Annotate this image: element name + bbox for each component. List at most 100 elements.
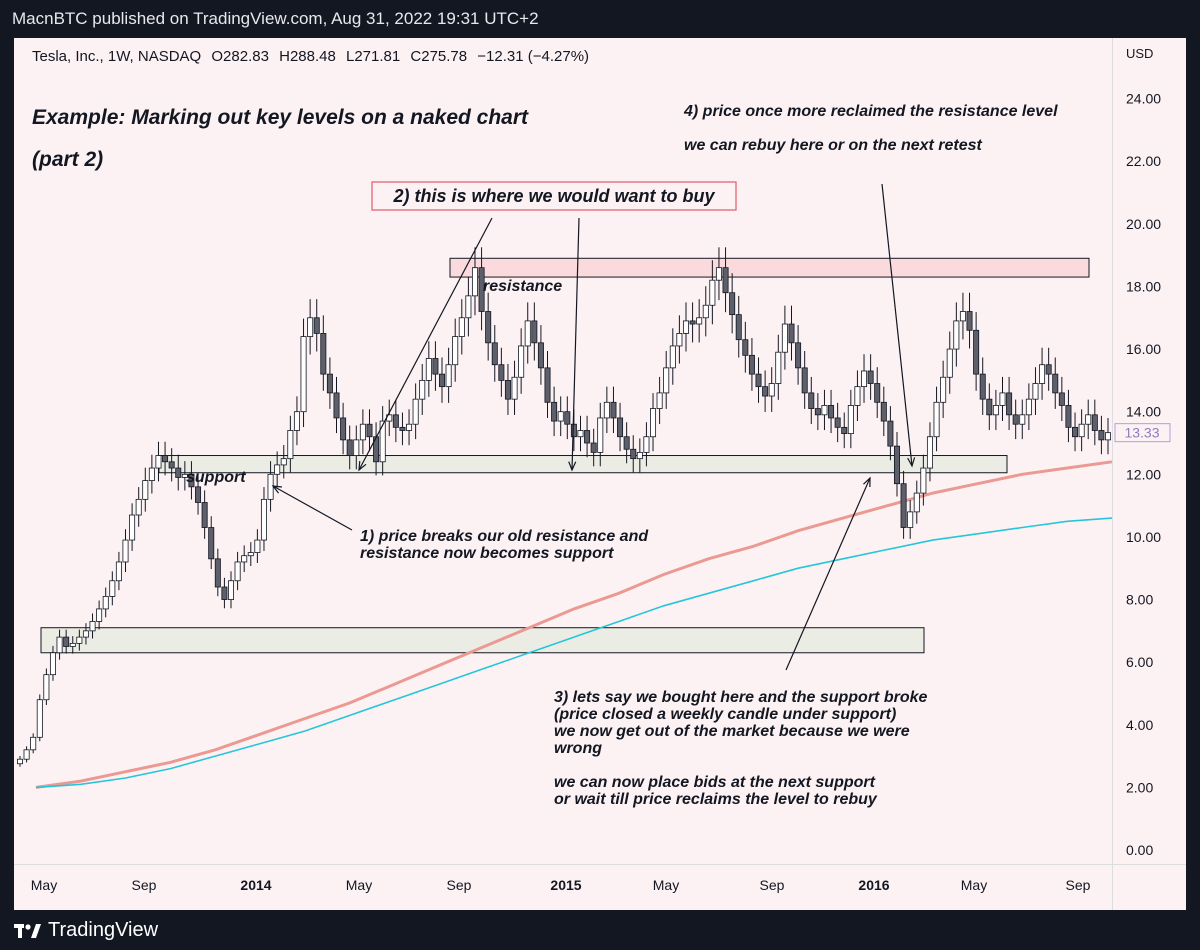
chart-panel[interactable]: Example: Marking out key levels on a nak… [14, 38, 1186, 910]
candle [564, 396, 571, 440]
candle-body [287, 430, 294, 460]
candle [973, 312, 980, 391]
change-value: −12.31 (−4.27%) [477, 48, 590, 65]
candle-body [313, 317, 320, 334]
candle-body [63, 636, 70, 647]
candle [43, 668, 50, 705]
candle [986, 383, 993, 431]
candle-body [867, 370, 874, 384]
candle [23, 746, 30, 763]
candle [1091, 399, 1098, 446]
candle-body [379, 420, 386, 463]
candle-body [280, 458, 287, 466]
candle-body [828, 405, 835, 419]
candle-body [946, 348, 953, 378]
candle-body [478, 267, 485, 312]
x-tick-label: May [31, 877, 57, 893]
candle [834, 402, 841, 443]
candle [175, 454, 182, 491]
candle [135, 487, 142, 527]
candle [17, 756, 23, 767]
candle [274, 451, 281, 488]
candle-body [254, 539, 261, 553]
candle [445, 347, 452, 403]
candle [874, 367, 881, 418]
tradingview-logo[interactable]: TradingView [14, 919, 158, 942]
candle-body [340, 417, 347, 441]
candle-body [841, 426, 848, 435]
candle-body [36, 699, 43, 738]
candle [1032, 367, 1039, 415]
candle [129, 503, 136, 551]
candle [1098, 415, 1105, 455]
price-chart[interactable]: Example: Marking out key levels on a nak… [14, 38, 1186, 910]
candle-body [623, 436, 630, 450]
candle-body [300, 336, 307, 413]
support-label: support [186, 469, 246, 486]
candle-body [656, 392, 663, 409]
y-tick-label: 18.00 [1126, 278, 1161, 294]
candle-body [630, 448, 637, 460]
candle [1012, 399, 1019, 440]
candle [742, 321, 749, 373]
candle-body [56, 636, 63, 654]
candle-body [874, 383, 881, 403]
step1-label-2: resistance now becomes support [360, 545, 614, 562]
candle [148, 454, 155, 494]
candle [940, 360, 947, 418]
candle-body [913, 492, 920, 513]
candle [781, 305, 788, 370]
candle-body [228, 580, 235, 600]
candle [1025, 383, 1032, 431]
candle-body [893, 445, 900, 485]
candle-body [89, 621, 96, 632]
candle [353, 425, 360, 470]
candle [669, 328, 676, 385]
candle-body [702, 304, 709, 319]
candle-body [755, 373, 762, 388]
candle [1052, 357, 1059, 409]
candle-body [221, 586, 228, 600]
candle-body [181, 473, 188, 478]
candle-body [551, 401, 558, 422]
candle-body [953, 320, 960, 350]
candle-body [208, 527, 215, 560]
step3-label: wrong [554, 740, 602, 757]
candle [722, 247, 729, 313]
candle [537, 325, 544, 385]
candle [775, 334, 782, 400]
candle-body [155, 455, 162, 469]
candle [992, 389, 999, 431]
candle [201, 490, 208, 539]
candle [715, 247, 722, 301]
candle [735, 295, 742, 358]
candle-body [524, 320, 531, 347]
candle [577, 415, 584, 452]
candle-body [650, 408, 657, 438]
arrow-head [358, 460, 367, 472]
candle-body [148, 467, 155, 481]
candle-body [696, 317, 703, 325]
candle [617, 402, 624, 452]
candle-body [887, 420, 894, 447]
candle-body [432, 358, 439, 375]
candle [953, 302, 960, 367]
candle-body [412, 398, 419, 425]
candle-body [1105, 432, 1112, 441]
candle [900, 470, 907, 539]
candle-body [768, 383, 775, 397]
candle [551, 386, 558, 437]
candle-body [142, 480, 149, 500]
x-tick-label: Sep [1066, 877, 1091, 893]
candle-body [762, 386, 769, 397]
candle-body [907, 511, 914, 528]
candle [76, 629, 83, 651]
candle-body [274, 464, 281, 475]
arrow-head [271, 485, 283, 494]
candle-body [406, 423, 413, 431]
candle [1105, 418, 1112, 455]
candle-body [188, 473, 195, 488]
candle [214, 548, 221, 597]
y-tick-label: 16.00 [1126, 341, 1161, 357]
currency-label: USD [1126, 46, 1154, 61]
